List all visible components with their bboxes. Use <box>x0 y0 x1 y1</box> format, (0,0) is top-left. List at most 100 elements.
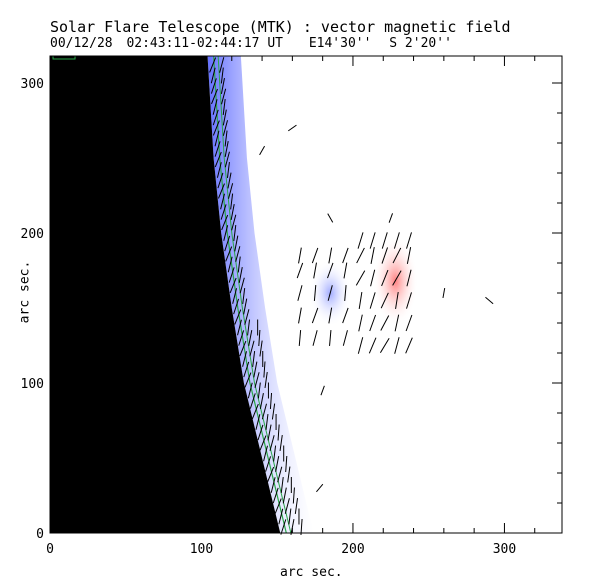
limb-field-vector <box>210 78 217 94</box>
limb-field-vector <box>232 288 238 304</box>
limb-field-vector <box>227 172 232 189</box>
limb-field-vector <box>269 392 273 410</box>
isolated-field-vector <box>287 124 297 132</box>
field-vector <box>312 330 318 346</box>
limb-field-vector <box>294 498 299 514</box>
y-axis-label: arc sec. <box>17 260 33 324</box>
limb-field-vector <box>244 309 250 325</box>
limb-field-vector <box>292 487 295 504</box>
field-vector <box>357 232 364 249</box>
limb-field-vector <box>284 498 290 514</box>
field-vector <box>328 307 333 324</box>
observation-time: 02:43:11-02:44:17 UT <box>126 36 283 51</box>
field-vector <box>355 270 366 286</box>
limb-field-vector <box>227 256 233 273</box>
limb-field-vector <box>214 141 221 157</box>
limb-field-vector <box>252 350 256 368</box>
limb-field-vector <box>217 172 224 189</box>
limb-field-vector <box>239 277 245 294</box>
field-vector <box>344 284 347 302</box>
limb-field-vector <box>269 435 275 451</box>
limb-field-vector <box>218 183 225 199</box>
limb-field-vector <box>272 487 279 504</box>
isolated-field-vector <box>327 213 334 223</box>
field-vector <box>381 247 389 264</box>
field-vector <box>327 285 333 301</box>
limb-field-vector <box>263 361 266 378</box>
limb-field-vector <box>238 267 243 283</box>
limb-field-vector <box>280 519 287 535</box>
isolated-field-vector <box>442 287 446 299</box>
limb-field-vector <box>251 403 259 420</box>
field-vector <box>406 232 412 249</box>
limb-field-vector <box>220 193 225 210</box>
y-tick-label: 100 <box>21 377 44 392</box>
limb-field-vector <box>263 445 268 462</box>
field-vector <box>297 285 303 301</box>
field-vector <box>311 247 319 264</box>
limb-field-vector <box>261 403 267 420</box>
field-vector <box>343 262 348 279</box>
limb-field-vector <box>210 67 216 84</box>
limb-field-vector <box>239 340 247 357</box>
limb-field-vector <box>220 67 224 84</box>
field-vector <box>328 247 333 264</box>
x-tick-label: 300 <box>493 542 516 557</box>
limb-field-vector <box>222 98 226 116</box>
limb-contour-outer <box>217 55 292 534</box>
limb-field-vector <box>221 88 227 105</box>
limb-field-vector <box>259 393 264 409</box>
heliographic-latitude: S 2'20'' <box>389 36 452 51</box>
field-vector <box>313 262 317 279</box>
limb-field-vector <box>234 235 239 252</box>
limb-field-band <box>207 56 314 533</box>
limb-field-vector <box>242 351 247 367</box>
limb-field-vector <box>257 382 261 399</box>
limb-field-vector <box>248 330 253 346</box>
limb-field-vector <box>288 508 292 525</box>
field-vector <box>342 330 348 346</box>
y-tick-label: 300 <box>21 77 44 92</box>
limb-field-vector <box>230 193 234 210</box>
limb-field-vector <box>237 319 242 336</box>
limb-field-vector <box>275 456 280 472</box>
limb-field-vector <box>222 109 227 126</box>
limb-field-vector <box>221 214 229 231</box>
isolated-field-vector <box>388 213 394 223</box>
limb-field-vector <box>257 424 264 441</box>
limb-field-vector <box>249 393 256 409</box>
limb-field-vector <box>247 319 251 336</box>
field-vector <box>406 247 412 264</box>
limb-field-vector <box>228 267 235 283</box>
field-vector <box>405 337 413 354</box>
field-vector <box>329 329 332 347</box>
limb-field-vector <box>243 361 250 378</box>
field-vector <box>357 337 364 354</box>
limb-field-vector <box>233 298 240 315</box>
limb-field-vector <box>238 330 245 346</box>
off-limb-dark-region <box>50 56 281 533</box>
field-vector <box>369 232 376 249</box>
field-vector <box>405 314 413 332</box>
limb-field-vector <box>267 466 275 483</box>
isolated-field-vector <box>259 145 266 156</box>
limb-field-vector <box>231 214 237 231</box>
limb-field-vector <box>211 88 218 105</box>
y-tick-label: 0 <box>36 527 44 542</box>
limb-field-vector <box>267 424 272 441</box>
field-vector <box>406 292 412 309</box>
limb-field-vector <box>224 235 231 252</box>
limb-field-vector <box>212 99 218 115</box>
limb-field-vector <box>280 476 284 494</box>
limb-field-vector <box>220 204 227 220</box>
limb-field-vector <box>259 340 263 357</box>
limb-field-vector <box>277 424 280 441</box>
field-vector <box>356 247 365 264</box>
limb-field-vector <box>235 246 241 262</box>
heliographic-longitude: E14'30'' <box>308 36 372 51</box>
limb-field-vector <box>247 382 253 399</box>
limb-field-vector <box>226 161 230 179</box>
field-vector <box>381 269 389 287</box>
limb-field-vector <box>259 435 267 451</box>
field-vector <box>298 307 302 324</box>
